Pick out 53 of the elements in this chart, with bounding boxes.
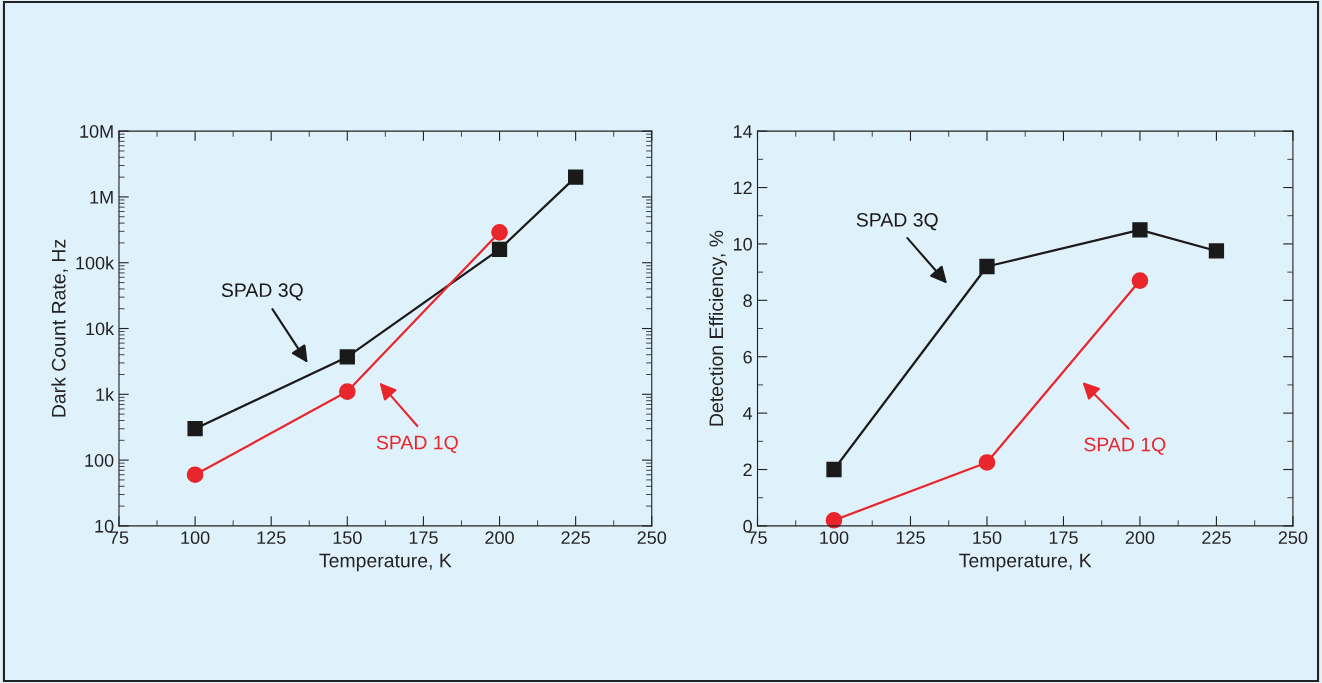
x-axis-title: Temperature, K: [319, 553, 452, 572]
point: [1208, 243, 1225, 259]
y-tick-label: 1M: [90, 191, 113, 204]
y-tick-label: 1k: [96, 387, 115, 401]
x-tick-label: 75: [109, 531, 129, 545]
x-tick-label: 175: [409, 531, 438, 545]
y-tick-label: 6: [743, 350, 752, 364]
y-tick-label: 12: [733, 181, 752, 195]
x-axis-title: Temperature, K: [959, 553, 1092, 572]
y-tick-label: 10k: [86, 321, 115, 336]
point: [1132, 222, 1148, 238]
point: [826, 461, 842, 478]
x-tick-label: 200: [485, 531, 514, 545]
point: [187, 421, 203, 437]
y-axis-title: Dark Count Rate, Hz: [51, 239, 68, 417]
annotation: SPAD 3Q: [221, 283, 303, 301]
x-tick-label: 250: [637, 531, 667, 545]
x-tick-label: 225: [1202, 531, 1231, 545]
annotation: SPAD 1Q: [376, 435, 458, 453]
y-axis-title: Detection Efficiency, %: [708, 230, 728, 426]
point: [186, 466, 204, 484]
x-tick-label: 150: [973, 531, 1002, 545]
point: [491, 241, 508, 257]
point: [1131, 272, 1149, 289]
x-tick-label: 200: [1125, 531, 1155, 545]
x-tick-label: 225: [561, 531, 590, 545]
point: [491, 223, 508, 241]
point: [339, 349, 355, 365]
x-tick-label: 75: [748, 531, 767, 545]
y-tick-label: 2: [743, 463, 752, 477]
x-tick-label: 125: [896, 531, 925, 545]
point: [979, 258, 995, 275]
point: [567, 169, 584, 185]
x-tick-label: 100: [181, 531, 210, 545]
x-tick-label: 175: [1049, 531, 1078, 545]
point: [978, 454, 996, 471]
point: [338, 383, 356, 400]
point: [825, 511, 843, 529]
y-tick-label: 100k: [76, 256, 115, 270]
y-tick-label: 14: [733, 125, 753, 138]
x-tick-label: 150: [333, 531, 362, 545]
annotation: SPAD 3Q: [856, 212, 938, 231]
x-tick-label: 100: [820, 531, 849, 545]
x-tick-label: 125: [257, 531, 286, 545]
y-tick-label: 10: [95, 519, 114, 533]
y-tick-label: 0: [743, 519, 752, 533]
y-tick-label: 100: [85, 454, 114, 467]
x-tick-label: 250: [1278, 531, 1308, 545]
y-tick-label: 10M: [80, 125, 113, 138]
annotation: SPAD 1Q: [1084, 437, 1166, 455]
y-tick-label: 10: [733, 237, 752, 251]
y-tick-label: 8: [743, 294, 752, 308]
y-tick-label: 4: [743, 407, 753, 420]
